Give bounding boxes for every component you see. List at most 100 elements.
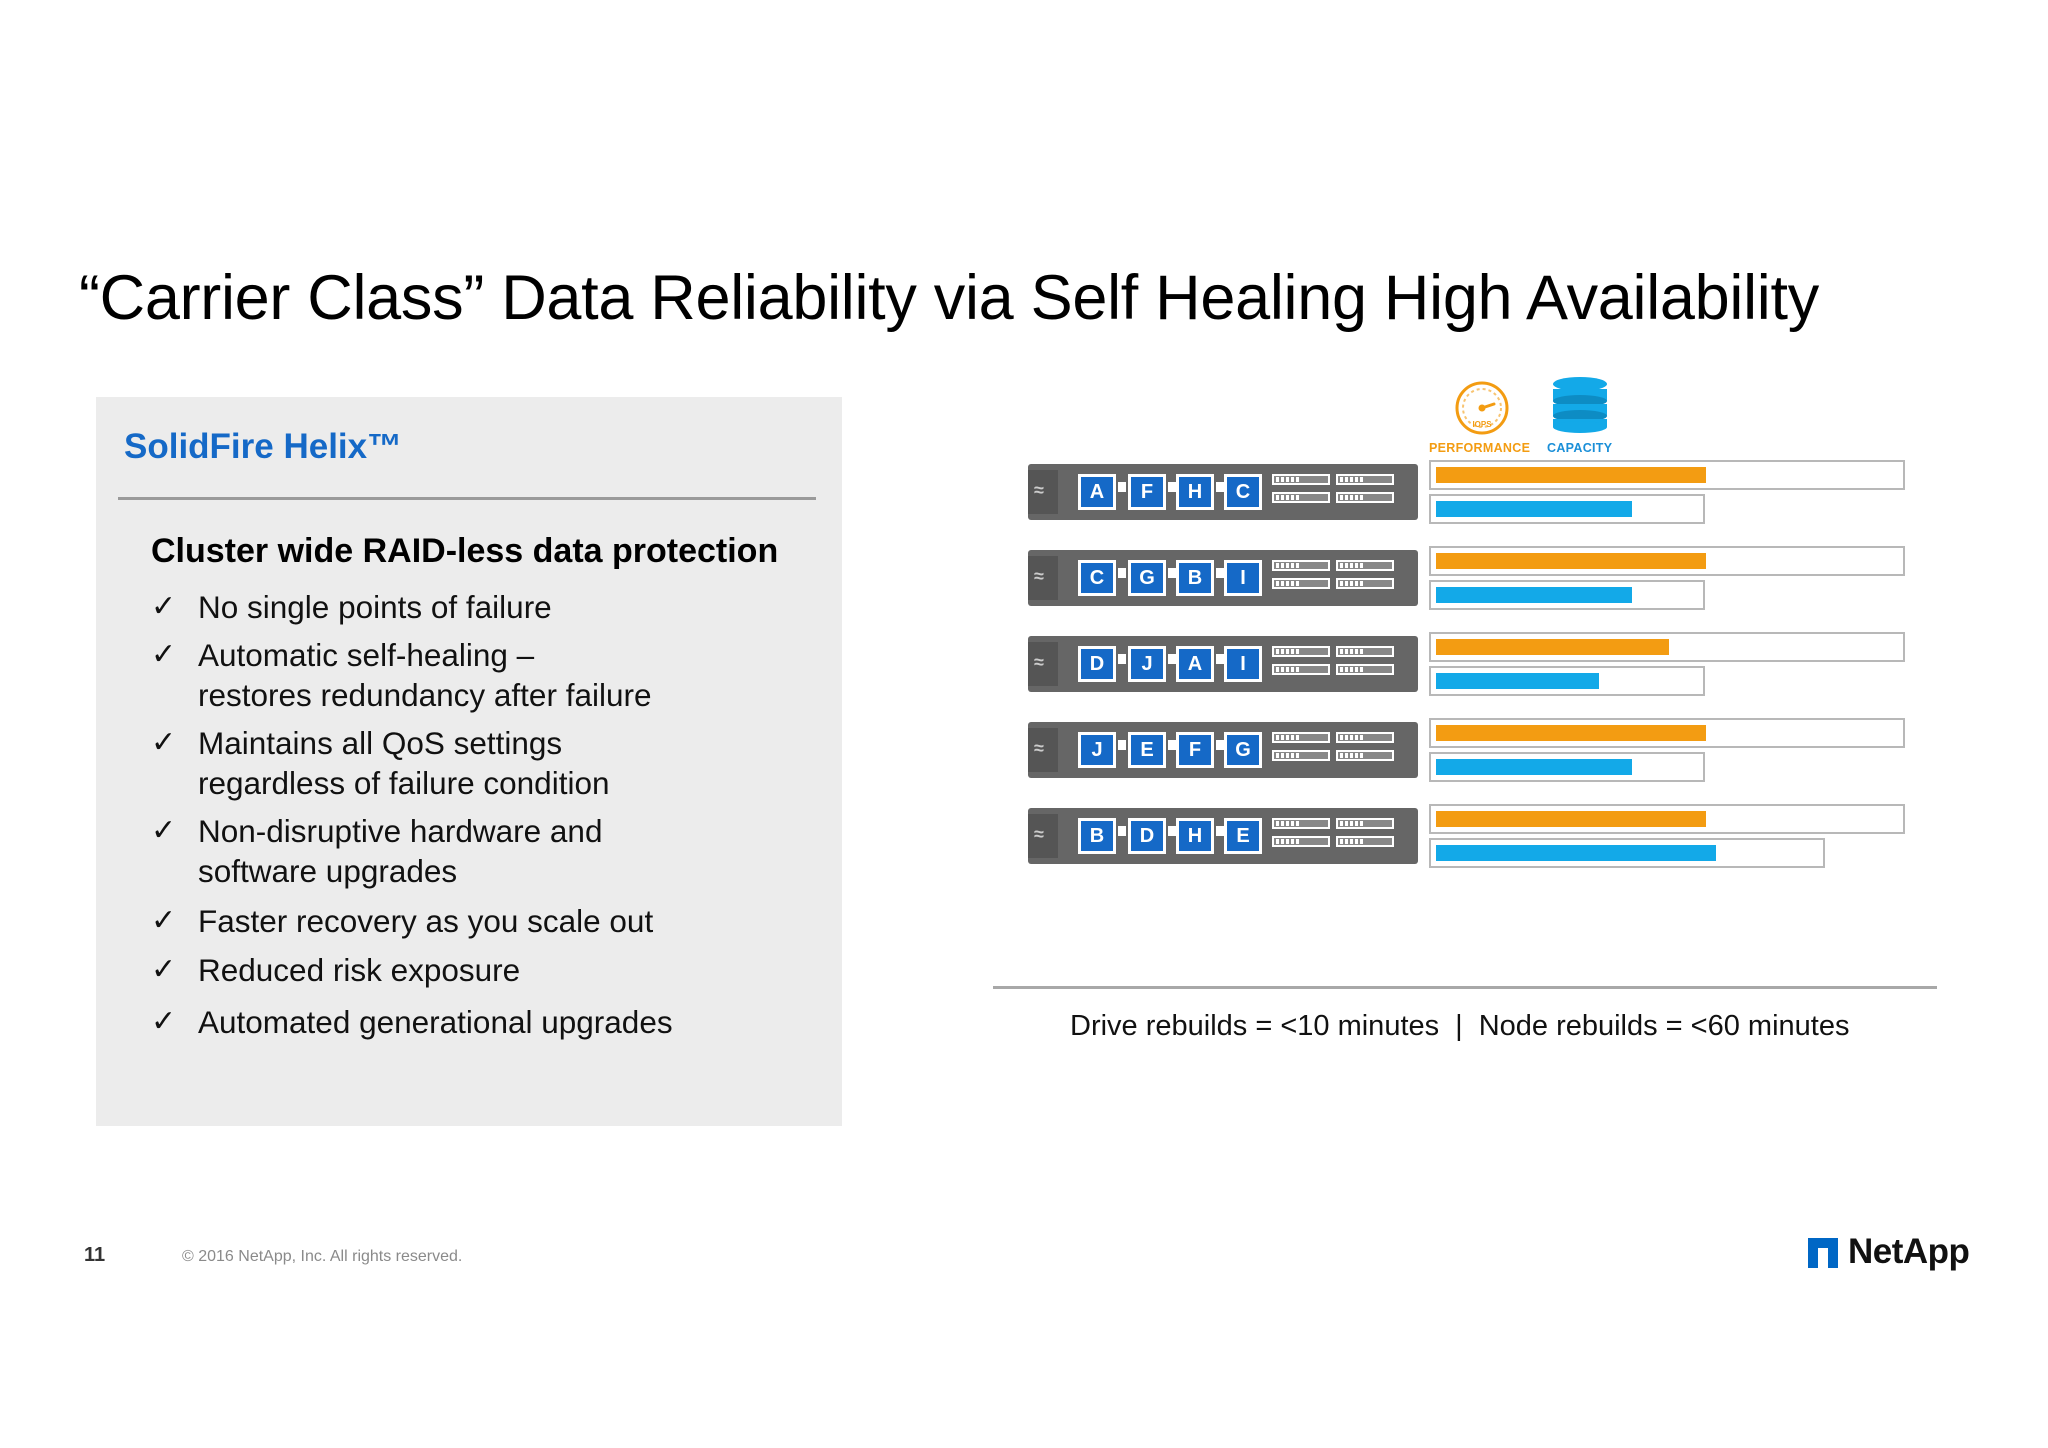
check-icon: ✓ (151, 726, 177, 759)
performance-label: PERFORMANCE (1429, 441, 1531, 455)
bullet-item: ✓ Faster recovery as you scale out (151, 901, 653, 941)
drive-bay (1336, 836, 1394, 847)
drive-bay (1272, 732, 1330, 743)
drive-slot: G (1224, 732, 1262, 768)
drive-separator (1118, 740, 1126, 750)
bullet-text: Non-disruptive hardware and (198, 813, 603, 849)
drive-bay (1272, 560, 1330, 571)
wave-icon: ≈ (1034, 480, 1044, 500)
check-icon: ✓ (151, 904, 177, 937)
drive-separator (1118, 482, 1126, 492)
drive-bay (1336, 492, 1394, 503)
storage-node: ≈ D J A I (1028, 636, 1418, 692)
capacity-fill (1436, 759, 1632, 775)
drive-slot: A (1176, 646, 1214, 682)
bullet-text: Automated generational upgrades (198, 1004, 673, 1040)
drive-slot: J (1078, 732, 1116, 768)
drive-slot: E (1224, 818, 1262, 854)
node-ear (1028, 556, 1058, 600)
drive-bay (1272, 664, 1330, 675)
node-ear (1028, 814, 1058, 858)
check-icon: ✓ (151, 953, 177, 986)
bullet-text-continued: regardless of failure condition (198, 765, 610, 801)
bullet-text: Maintains all QoS settings (198, 725, 563, 761)
drive-separator (1168, 654, 1176, 664)
drive-slot: I (1224, 646, 1262, 682)
drive-separator (1118, 826, 1126, 836)
drive-slot: C (1078, 560, 1116, 596)
bullet-item: ✓ Reduced risk exposure (151, 950, 520, 990)
netapp-logo-text: NetApp (1848, 1232, 1970, 1271)
bullet-text: Automatic self-healing – (198, 637, 535, 673)
capacity-fill (1436, 501, 1632, 517)
performance-bar (1429, 804, 1905, 834)
drive-bay (1336, 664, 1394, 675)
drive-slot: I (1224, 560, 1262, 596)
drive-slot: A (1078, 474, 1116, 510)
feature-panel: SolidFire Helix™ Cluster wide RAID-less … (96, 397, 842, 1126)
drive-separator (1168, 568, 1176, 578)
node-rebuild-text: Node rebuilds = <60 minutes (1478, 1010, 1850, 1042)
drive-bay (1336, 646, 1394, 657)
drive-bay (1272, 750, 1330, 761)
drive-slot: D (1128, 818, 1166, 854)
panel-title: SolidFire Helix™ (124, 427, 403, 466)
drive-slot: F (1128, 474, 1166, 510)
drive-slot: B (1078, 818, 1116, 854)
drive-bay (1272, 818, 1330, 829)
capacity-fill (1436, 845, 1716, 861)
cluster-diagram: IOPS PERFORMANCE CAPACITY ≈ A F H C ≈ C G B I ≈ D J A… (1020, 376, 1920, 916)
capacity-fill (1436, 587, 1632, 603)
drive-slot: H (1176, 474, 1214, 510)
drive-bay (1272, 492, 1330, 503)
drive-bay (1272, 578, 1330, 589)
drive-slot: G (1128, 560, 1166, 596)
node-ear (1028, 728, 1058, 772)
wave-icon: ≈ (1034, 824, 1044, 844)
bullet-text: No single points of failure (198, 589, 552, 625)
drive-bay (1272, 474, 1330, 485)
storage-node: ≈ J E F G (1028, 722, 1418, 778)
drive-slot: E (1128, 732, 1166, 768)
performance-bar (1429, 718, 1905, 748)
check-icon: ✓ (151, 814, 177, 847)
drive-bay (1272, 646, 1330, 657)
drive-bay (1336, 578, 1394, 589)
gauge-icon-label: IOPS (1472, 420, 1492, 429)
drive-separator (1168, 826, 1176, 836)
storage-node: ≈ B D H E (1028, 808, 1418, 864)
drive-separator (1216, 740, 1224, 750)
drive-separator (1168, 740, 1176, 750)
bullet-text: Faster recovery as you scale out (198, 903, 654, 939)
performance-fill (1436, 639, 1669, 655)
performance-fill (1436, 811, 1706, 827)
drive-bay (1336, 818, 1394, 829)
drive-bay (1336, 732, 1394, 743)
drive-separator (1216, 654, 1224, 664)
check-icon: ✓ (151, 1005, 177, 1038)
drive-separator (1216, 568, 1224, 578)
drive-separator (1216, 826, 1224, 836)
check-icon: ✓ (151, 590, 177, 623)
drive-separator (1118, 654, 1126, 664)
drive-separator (1216, 482, 1224, 492)
wave-icon: ≈ (1034, 566, 1044, 586)
panel-heading: Cluster wide RAID-less data protection (151, 532, 779, 570)
copyright: © 2016 NetApp, Inc. All rights reserved. (182, 1248, 463, 1265)
capacity-bar (1429, 666, 1705, 696)
netapp-logo-mark (1808, 1238, 1838, 1268)
bullet-text-continued: restores redundancy after failure (198, 677, 652, 713)
storage-node: ≈ C G B I (1028, 550, 1418, 606)
bullet-text: Reduced risk exposure (198, 952, 521, 988)
drive-bay (1272, 836, 1330, 847)
rebuild-separator: | (1455, 1010, 1463, 1042)
storage-node: ≈ A F H C (1028, 464, 1418, 520)
database-icon (1553, 377, 1607, 433)
bullet-item: ✓ Non-disruptive hardware and software u… (151, 811, 602, 891)
rebuild-times: Drive rebuilds = <10 minutes | Node rebuil… (1070, 1010, 1849, 1043)
gauge-icon: IOPS (1455, 381, 1509, 435)
drive-separator (1168, 482, 1176, 492)
slide-title: “Carrier Class” Data Reliability via Sel… (79, 263, 1819, 333)
capacity-bar (1429, 752, 1705, 782)
node-ear (1028, 470, 1058, 514)
